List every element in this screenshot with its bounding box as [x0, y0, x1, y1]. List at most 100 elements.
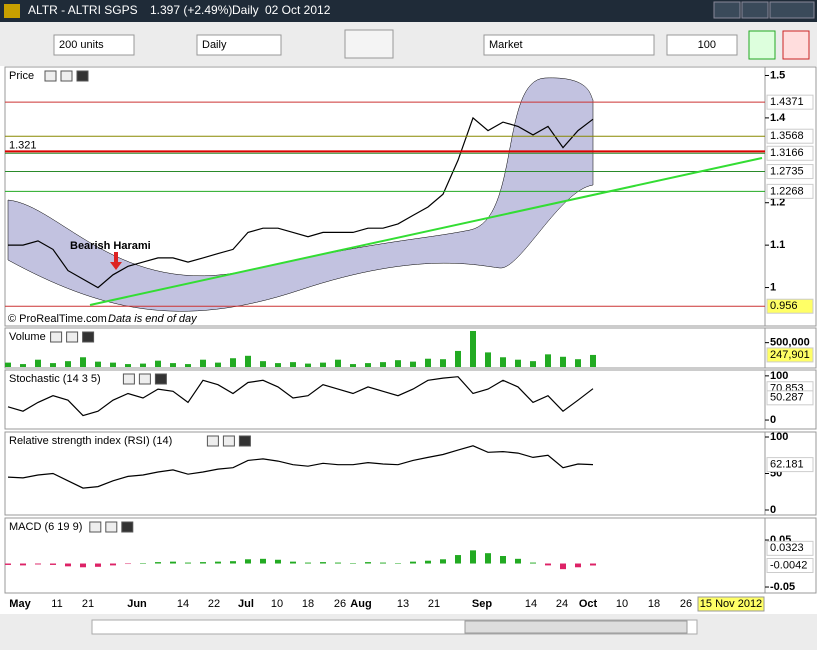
trend-line: [89, 157, 763, 306]
bar: [35, 563, 41, 565]
indicators-button[interactable]: [344, 29, 394, 59]
x-tick-label: Jun: [127, 598, 147, 610]
x-tick-label: 18: [648, 598, 660, 610]
bar: [320, 362, 326, 367]
y-tick-label: -0.05: [770, 581, 795, 593]
x-tick-label: Sep: [472, 598, 492, 610]
panel-icon[interactable]: [44, 70, 57, 82]
x-tick-label: 26: [334, 598, 346, 610]
bar: [365, 562, 371, 564]
bar: [290, 561, 296, 564]
bar: [365, 363, 371, 367]
bar: [410, 361, 416, 367]
panel-icon[interactable]: [238, 435, 251, 447]
panel-icon[interactable]: [60, 70, 73, 82]
period: Daily: [232, 3, 259, 17]
panel-icon[interactable]: [122, 373, 135, 385]
bar: [65, 563, 71, 567]
y-tick-label: 0: [770, 504, 776, 516]
bar: [530, 562, 536, 564]
y-tick-label: 1: [770, 281, 776, 293]
panel-icon[interactable]: [154, 373, 167, 385]
y-tick-label: 1.5: [770, 69, 785, 81]
bar: [80, 563, 86, 568]
panel-icon[interactable]: [89, 521, 102, 533]
value-label: 0.956: [770, 300, 798, 312]
series-line: [7, 445, 594, 489]
value-label: 1.2268: [770, 185, 804, 197]
bar: [35, 359, 41, 367]
order-type: Market: [489, 39, 523, 51]
bar: [425, 560, 431, 564]
minimize[interactable]: [713, 1, 741, 19]
period-value: Daily: [202, 39, 227, 51]
bar: [455, 350, 461, 367]
x-tick-label: Jul: [238, 598, 254, 610]
y-tick-label: 1.1: [770, 239, 785, 251]
panel-icon[interactable]: [222, 435, 235, 447]
series-line: [8, 116, 594, 289]
bar: [245, 355, 251, 367]
value-label: 0.0323: [770, 542, 804, 554]
panel-title: Stochastic (14 3 5): [9, 373, 101, 385]
annotation: Bearish Harami: [70, 240, 151, 252]
x-tick-label: 14: [525, 598, 537, 610]
x-tick-label: 18: [302, 598, 314, 610]
buy-button[interactable]: [748, 30, 776, 60]
bar: [5, 563, 11, 565]
bar: [110, 362, 116, 367]
period-select[interactable]: [196, 34, 282, 56]
bar: [65, 361, 71, 367]
bar: [275, 363, 281, 367]
bar: [575, 563, 581, 568]
close[interactable]: [769, 1, 815, 19]
value-box: [766, 128, 814, 144]
bar: [95, 563, 101, 567]
scroll-thumb[interactable]: [464, 620, 688, 634]
panel-icon[interactable]: [105, 521, 118, 533]
order-type-select[interactable]: [483, 34, 655, 56]
bar: [425, 358, 431, 367]
bar: [545, 354, 551, 367]
bar: [185, 364, 191, 367]
bar: [395, 563, 401, 564]
x-tick-label: Aug: [350, 598, 371, 610]
bar: [290, 362, 296, 367]
panel-icon[interactable]: [82, 331, 95, 343]
panel-title: Relative strength index (RSI) (14): [9, 435, 172, 447]
app-icon: [4, 4, 20, 18]
value-box: [766, 94, 814, 110]
bar: [245, 559, 251, 564]
panel-icon[interactable]: [138, 373, 151, 385]
x-tick-label: 24: [556, 598, 568, 610]
symbol: ALTR - ALTRI SGPS: [28, 3, 138, 17]
bar: [260, 558, 266, 564]
bar: [470, 330, 476, 367]
bar: [410, 561, 416, 564]
panel-icon[interactable]: [66, 331, 79, 343]
panel-icon[interactable]: [206, 435, 219, 447]
bar: [215, 561, 221, 564]
note: Data is end of day: [108, 313, 198, 325]
panel-icon[interactable]: [50, 331, 63, 343]
x-tick-label: 14: [177, 598, 189, 610]
sell-button[interactable]: [782, 30, 810, 60]
title-bar: [0, 0, 817, 22]
bar: [20, 563, 26, 566]
value-label: 50.287: [770, 392, 804, 404]
value-box: [766, 540, 814, 556]
bar: [590, 354, 596, 367]
panel: [4, 327, 766, 369]
quantity-input[interactable]: [666, 34, 738, 56]
units-select[interactable]: [53, 34, 135, 56]
bar: [260, 361, 266, 367]
bar: [380, 562, 386, 564]
bar: [305, 562, 311, 564]
panel-icon[interactable]: [121, 521, 134, 533]
maximize[interactable]: [741, 1, 769, 19]
y-tick-label: 0: [770, 414, 776, 426]
date: 02 Oct 2012: [265, 3, 331, 17]
panel-icon[interactable]: [76, 70, 89, 82]
